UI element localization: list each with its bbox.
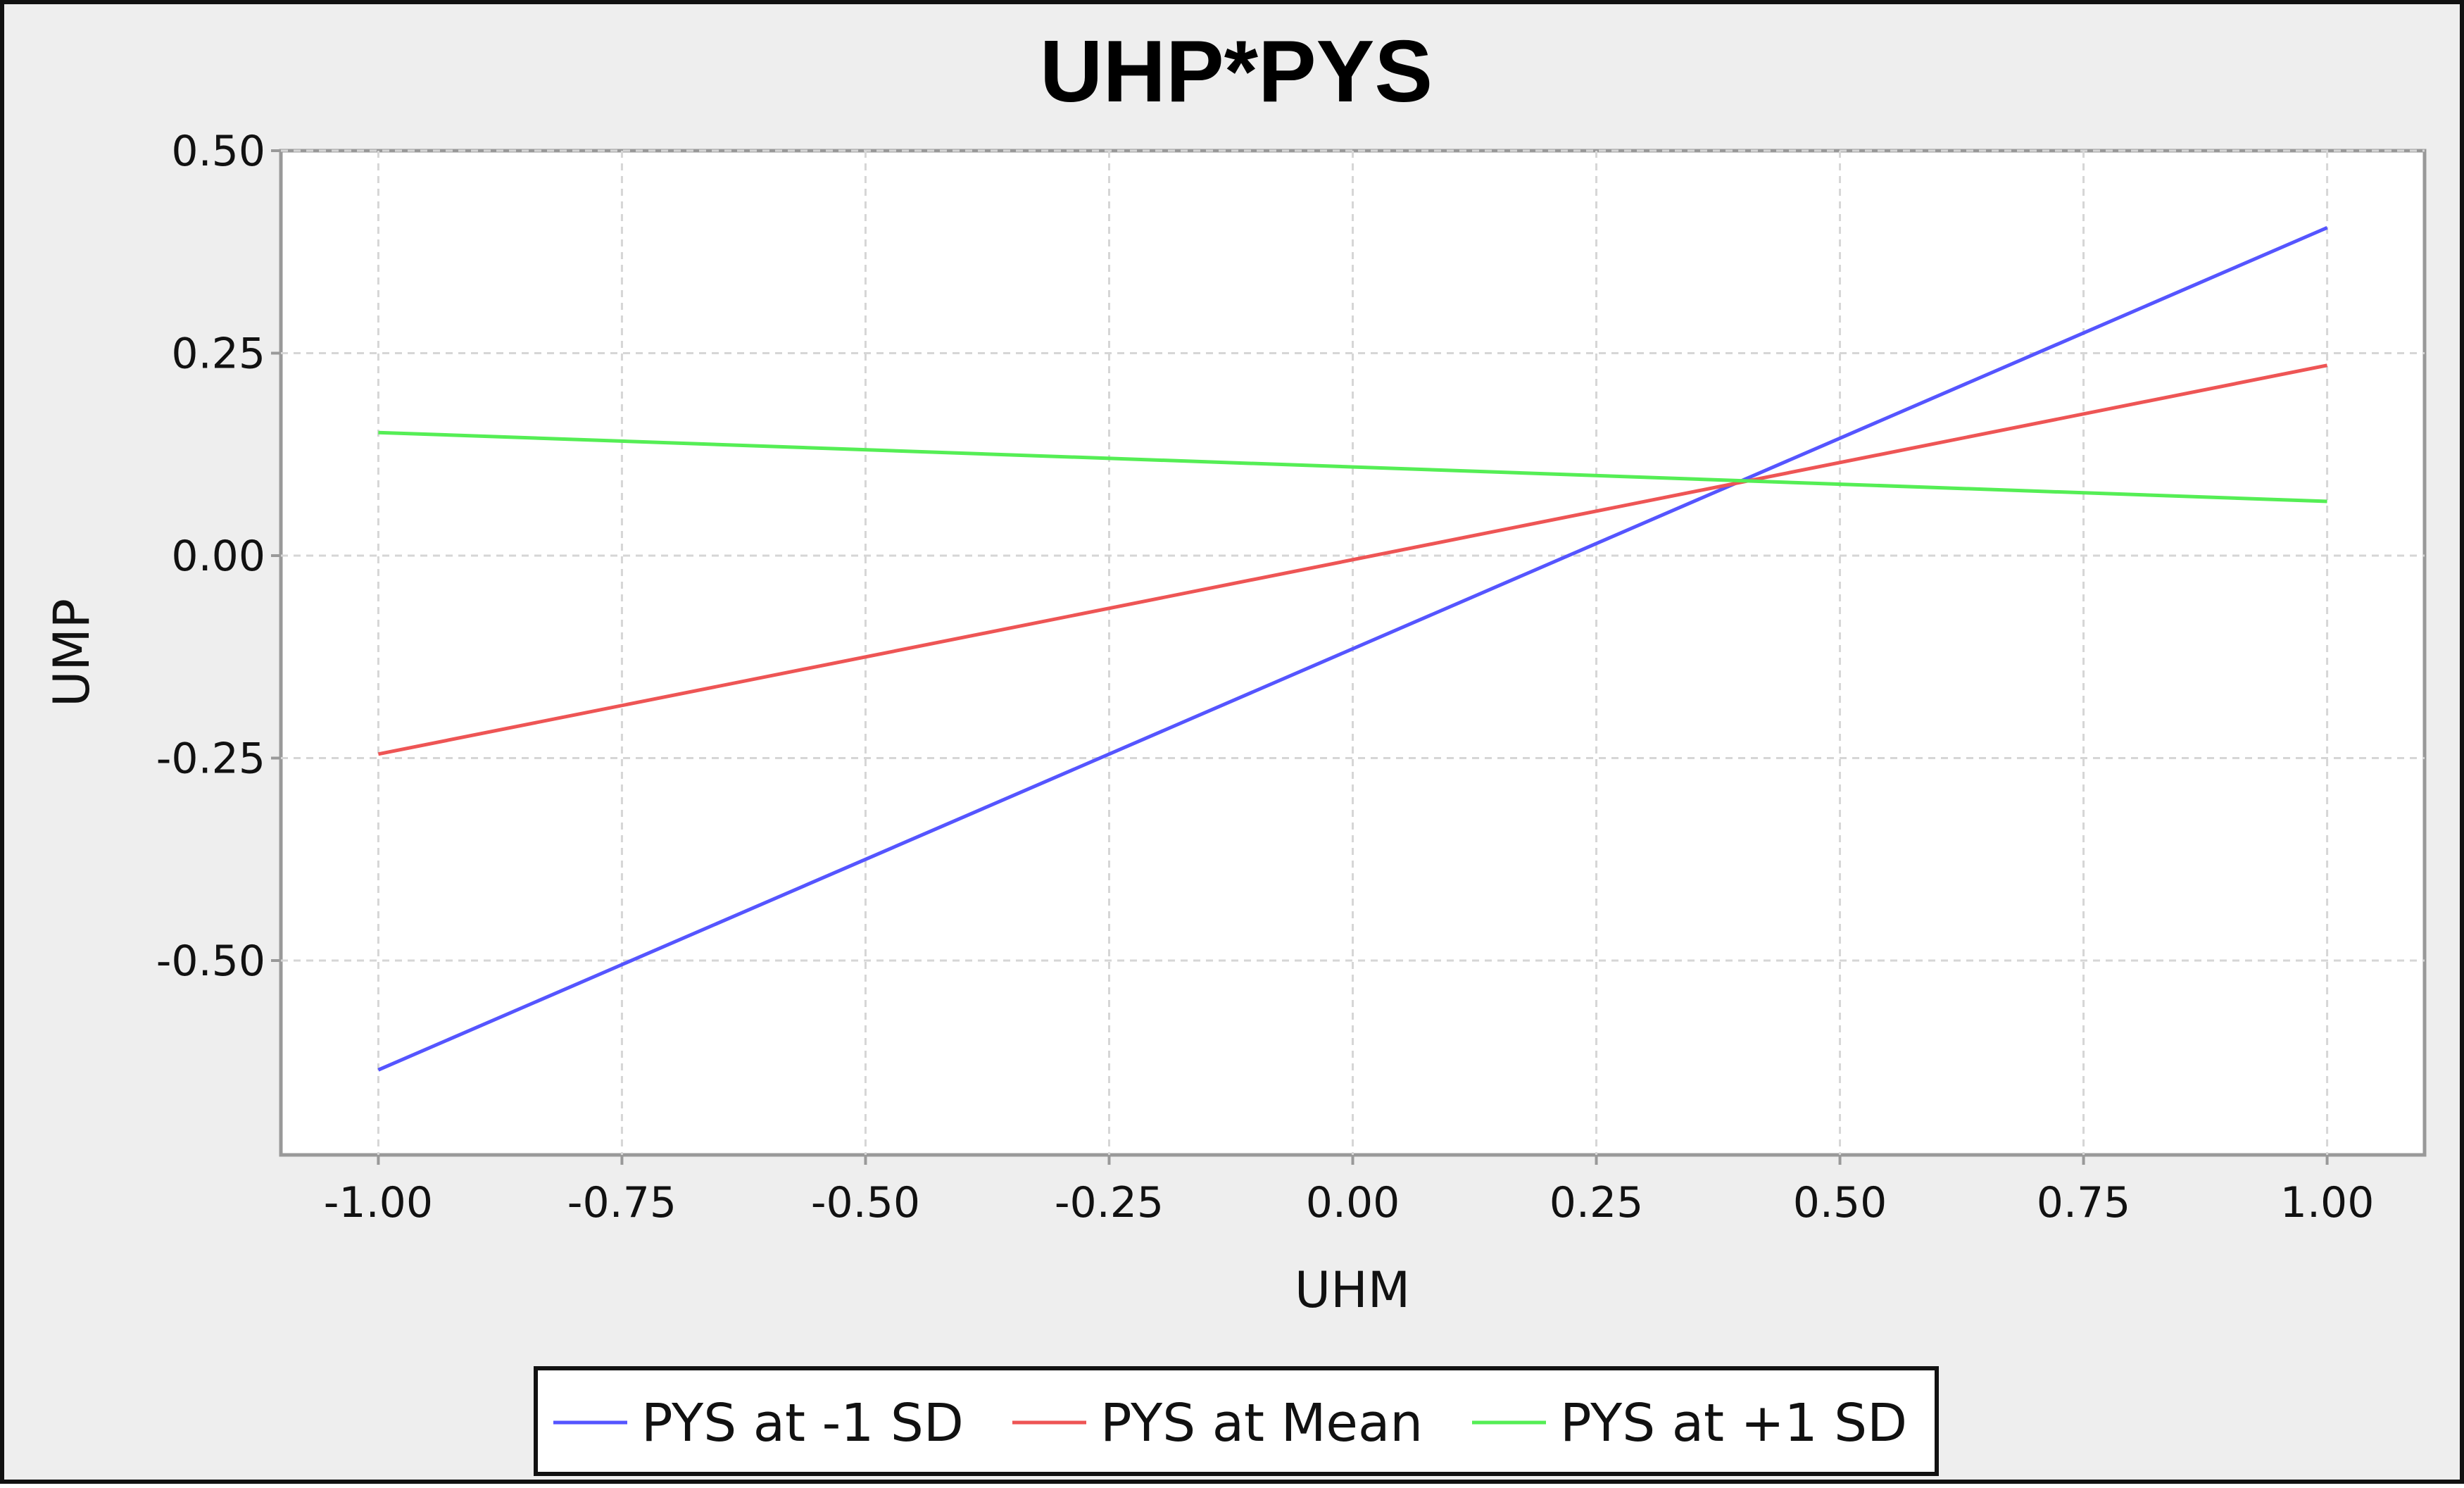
series-line-pys-minus-1sd <box>377 226 2328 1072</box>
y-axis-ticks: -0.50 -0.25 0.00 0.25 0.50 <box>156 127 281 986</box>
series-lines <box>377 226 2328 1072</box>
y-tick-label-4: 0.50 <box>171 127 265 176</box>
x-axis-ticks: -1.00 -0.75 -0.50 -0.25 0.00 0.25 0.50 0.75 1.00 <box>324 1155 2375 1227</box>
x-axis-label: UHM <box>1295 1261 1410 1319</box>
y-tick-label-2: 0.00 <box>171 532 265 581</box>
x-tick-label-0: -1.00 <box>324 1178 433 1227</box>
x-tick-label-4: 0.00 <box>1306 1178 1400 1227</box>
series-line-pys-plus-1sd <box>378 430 2327 504</box>
x-tick-label-8: 1.00 <box>2280 1178 2375 1227</box>
x-tick-label-3: -0.25 <box>1055 1178 1164 1227</box>
legend-label-pys-mean: PYS at Mean <box>1100 1393 1423 1453</box>
series-line-pys-mean <box>377 363 2328 756</box>
chart-svg: UHP*PYS -0.50 -0.25 0.00 0.25 0.50 -1.00 -0.7… <box>43 23 2427 1476</box>
y-tick-label-1: -0.25 <box>156 734 265 784</box>
legend-label-pys-minus-1sd: PYS at -1 SD <box>641 1393 964 1453</box>
legend-box <box>534 1366 1939 1476</box>
x-tick-label-7: 0.75 <box>2037 1178 2131 1227</box>
y-tick-label-3: 0.25 <box>171 330 265 379</box>
y-tick-label-0: -0.50 <box>156 937 265 986</box>
x-tick-label-5: 0.25 <box>1550 1178 1644 1227</box>
chart-title: UHP*PYS <box>1040 23 1433 120</box>
x-tick-label-2: -0.50 <box>811 1178 920 1227</box>
gridlines <box>281 149 2425 1155</box>
y-axis-label: UMP <box>43 599 101 707</box>
x-tick-label-6: 0.50 <box>1793 1178 1887 1227</box>
legend: PYS at -1 SD PYS at Mean PYS at +1 SD <box>534 1366 1939 1476</box>
legend-label-pys-plus-1sd: PYS at +1 SD <box>1560 1393 1907 1453</box>
x-tick-label-1: -0.75 <box>567 1178 677 1227</box>
